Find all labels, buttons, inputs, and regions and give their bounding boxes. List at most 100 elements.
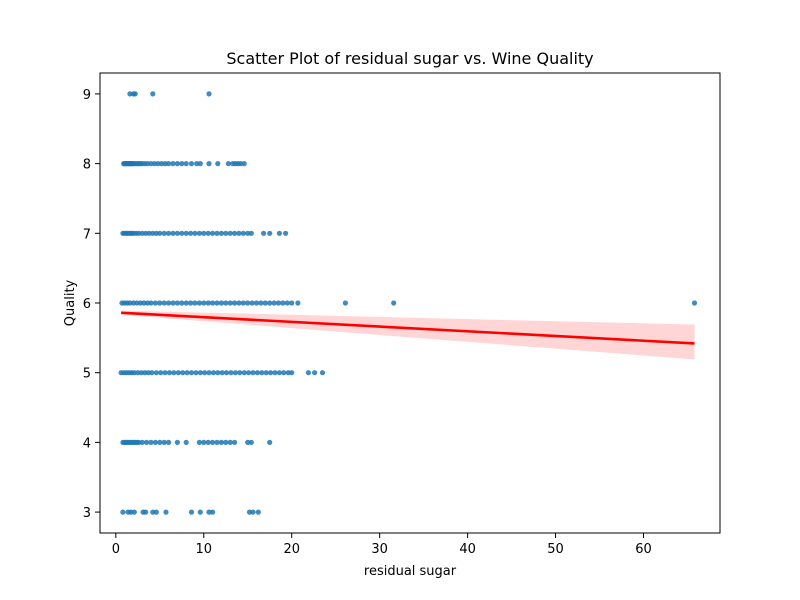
data-point <box>144 439 150 445</box>
data-point <box>163 509 169 515</box>
regression-line-layer <box>121 311 695 345</box>
data-point <box>267 230 273 236</box>
data-point <box>179 230 185 236</box>
data-point <box>312 370 318 376</box>
confidence-band <box>121 310 695 360</box>
data-point <box>170 161 176 167</box>
data-point <box>166 370 173 376</box>
y-tick-label: 6 <box>83 297 91 312</box>
data-point <box>157 439 163 445</box>
data-point <box>153 509 159 515</box>
data-point <box>196 439 202 445</box>
data-point <box>197 161 203 167</box>
data-point <box>183 161 189 167</box>
data-point <box>255 509 261 515</box>
data-point <box>188 300 194 306</box>
data-point <box>205 439 211 445</box>
data-point <box>319 370 326 376</box>
data-point <box>184 370 190 376</box>
data-point <box>276 370 282 376</box>
data-point <box>218 300 224 306</box>
y-tick-label: 7 <box>83 227 91 242</box>
data-point <box>218 439 224 445</box>
data-point <box>188 370 195 376</box>
data-point <box>132 91 138 97</box>
data-point <box>250 370 256 376</box>
data-point <box>295 300 301 306</box>
data-point <box>236 230 242 236</box>
y-tick-label: 8 <box>83 158 91 173</box>
x-tick-label: 40 <box>459 542 476 557</box>
data-point <box>202 370 208 376</box>
data-point <box>223 439 229 445</box>
data-point <box>223 300 229 306</box>
data-point <box>258 300 264 306</box>
data-point <box>188 509 195 515</box>
data-point <box>284 300 290 306</box>
data-point <box>157 300 163 306</box>
data-point <box>227 439 233 445</box>
data-point <box>227 230 233 236</box>
chart-title: Scatter Plot of residual sugar vs. Wine … <box>226 49 593 68</box>
data-point <box>148 439 154 445</box>
data-point <box>194 161 200 167</box>
data-point <box>206 370 212 376</box>
data-point <box>183 300 189 306</box>
data-point <box>391 300 397 306</box>
data-point <box>196 300 202 306</box>
data-point <box>215 161 221 167</box>
data-point <box>223 230 229 236</box>
data-point <box>248 439 254 445</box>
data-point <box>250 509 256 515</box>
data-point <box>210 439 216 445</box>
data-point <box>237 370 243 376</box>
data-point <box>201 439 207 445</box>
data-point <box>196 230 202 236</box>
data-point <box>232 300 238 306</box>
data-point <box>149 370 155 376</box>
data-point <box>245 230 251 236</box>
data-point <box>276 230 282 236</box>
data-point <box>272 370 278 376</box>
data-point <box>232 439 238 445</box>
data-point <box>240 300 246 306</box>
data-point <box>197 370 203 376</box>
data-point <box>152 439 158 445</box>
data-point <box>174 300 180 306</box>
data-point <box>179 161 185 167</box>
data-point <box>170 300 176 306</box>
data-point <box>197 509 203 515</box>
points-layer <box>118 91 698 515</box>
x-tick-label: 20 <box>283 542 300 557</box>
data-point <box>166 300 172 306</box>
data-point <box>174 161 180 167</box>
y-tick-label: 4 <box>83 436 91 451</box>
data-point <box>183 439 189 445</box>
data-point <box>215 370 221 376</box>
data-point <box>205 230 211 236</box>
data-point <box>206 161 212 167</box>
data-point <box>131 509 137 515</box>
regression-line <box>121 311 695 345</box>
data-point <box>206 509 212 515</box>
data-point <box>214 300 220 306</box>
y-tick-label: 3 <box>83 506 91 521</box>
data-point <box>210 370 216 376</box>
data-point <box>161 300 167 306</box>
data-point <box>232 370 238 376</box>
data-point <box>210 509 216 515</box>
data-point <box>155 161 161 167</box>
data-point <box>214 230 220 236</box>
data-point <box>193 370 199 376</box>
data-point <box>268 370 274 376</box>
data-point <box>143 509 149 515</box>
data-point <box>174 230 180 236</box>
data-point <box>218 230 224 236</box>
data-point <box>138 370 144 376</box>
data-point <box>179 300 185 306</box>
axes-layer: 0 10 20 30 40 50 60 3 4 5 6 7 8 9 <box>83 72 721 557</box>
data-point <box>224 370 230 376</box>
data-point <box>305 370 311 376</box>
data-point <box>183 230 189 236</box>
